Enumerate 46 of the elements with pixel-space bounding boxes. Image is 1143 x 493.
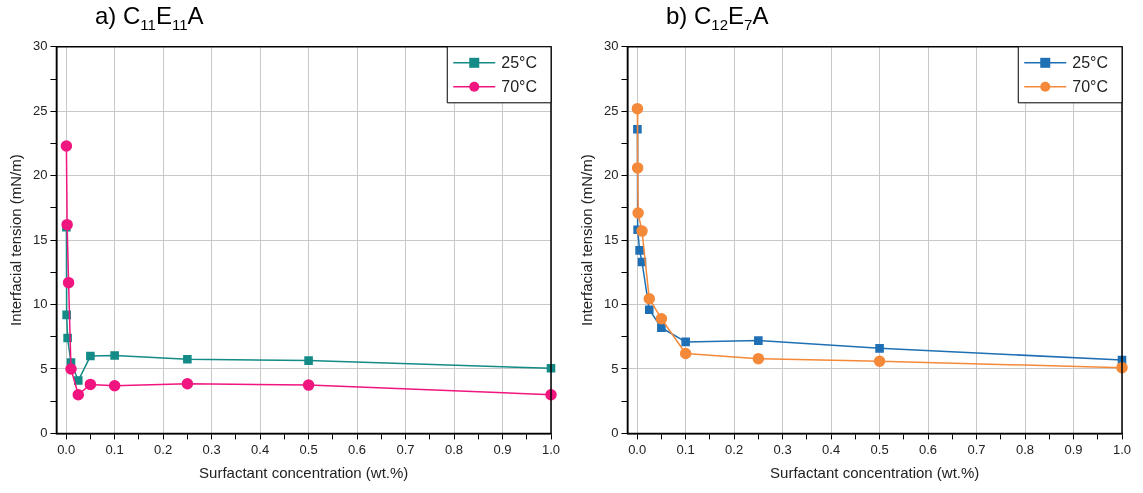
x-tick-label: 1.0 [1112, 441, 1132, 457]
y-tick-label: 5 [611, 360, 619, 376]
legend-label: 70°C [501, 78, 537, 96]
y-tick-label: 30 [32, 38, 48, 54]
y-tick-label: 25 [32, 102, 48, 118]
y-tick-label: 0 [40, 424, 48, 440]
legend-label: 70°C [1072, 78, 1108, 96]
y-tick-label: 20 [603, 167, 619, 183]
y-tick-label: 10 [32, 296, 48, 312]
legend-label: 25°C [501, 54, 537, 72]
y-tick-label: 5 [40, 360, 48, 376]
x-tick-label: 0.2 [725, 441, 744, 457]
x-tick-label: 0.9 [1064, 441, 1083, 457]
x-tick-label: 0.4 [251, 441, 270, 457]
y-tick-label: 10 [603, 296, 619, 312]
x-tick-label: 0.2 [154, 441, 173, 457]
x-tick-label: 0.3 [773, 441, 792, 457]
x-tick-label: 0.1 [105, 441, 124, 457]
y-tick-label: 0 [611, 424, 619, 440]
x-tick-label: 0.5 [299, 441, 318, 457]
x-tick-label: 0.5 [870, 441, 889, 457]
x-tick-label: 0.7 [396, 441, 415, 457]
y-axis-title: Interfacial tension (mN/m) [7, 154, 25, 326]
y-tick-label: 15 [32, 231, 48, 247]
x-axis-title: Surfactant concentration (wt.%) [770, 464, 980, 482]
y-tick-label: 30 [603, 38, 619, 54]
x-tick-label: 1.0 [541, 441, 561, 457]
x-tick-label: 0.8 [444, 441, 464, 457]
y-tick-label: 15 [603, 231, 619, 247]
x-tick-label: 0.7 [967, 441, 986, 457]
y-tick-label: 25 [603, 102, 619, 118]
x-tick-label: 0.0 [57, 441, 76, 457]
x-tick-label: 0.6 [348, 441, 367, 457]
x-tick-label: 0.1 [676, 441, 695, 457]
y-axis-title: Interfacial tension (mN/m) [578, 154, 596, 326]
chart-title: a) C$_{11}$E$_{11}$A [95, 2, 204, 33]
x-tick-label: 0.4 [822, 441, 841, 457]
x-tick-label: 0.9 [493, 441, 512, 457]
x-tick-label: 0.0 [628, 441, 647, 457]
legend-label: 25°C [1072, 54, 1108, 72]
chart-title: b) C$_{12}$E$_{7}$A [666, 2, 769, 33]
y-tick-label: 20 [32, 167, 48, 183]
x-tick-label: 0.3 [202, 441, 221, 457]
x-axis-title: Surfactant concentration (wt.%) [199, 464, 409, 482]
x-tick-label: 0.6 [919, 441, 938, 457]
x-tick-label: 0.8 [1015, 441, 1035, 457]
